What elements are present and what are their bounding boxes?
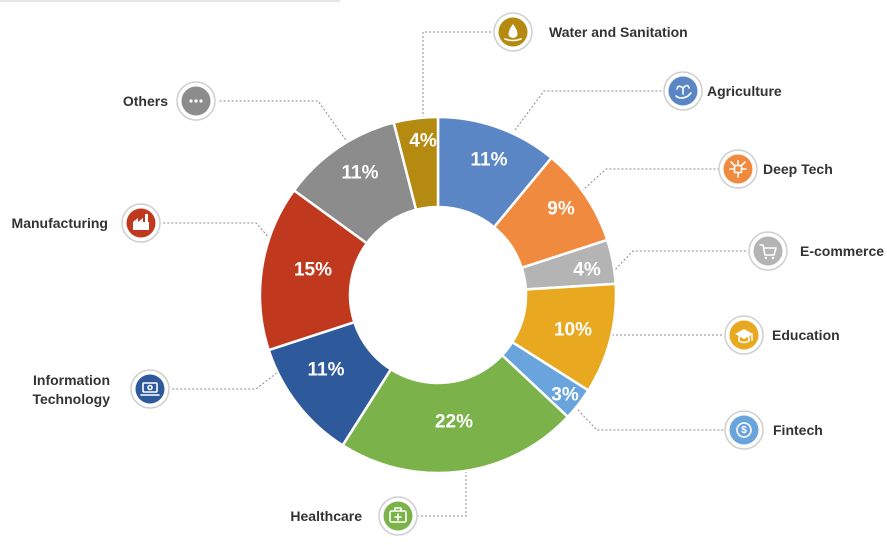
- category-label-manufacturing: Manufacturing: [12, 215, 108, 231]
- leader-line-fintech: [577, 409, 724, 431]
- percent-label-healthcare: 22%: [435, 412, 473, 433]
- percent-label-others: 11%: [342, 163, 379, 184]
- leader-line-water-and-sanitation: [422, 31, 493, 118]
- more-dots-icon: [176, 81, 216, 121]
- category-label-agriculture: Agriculture: [707, 83, 782, 99]
- leader-line-manufacturing: [161, 222, 279, 249]
- category-label-healthcare: Healthcare: [290, 508, 362, 524]
- medical-kit-icon: [378, 496, 418, 536]
- donut-hole: [350, 207, 526, 383]
- water-drop-icon: [493, 12, 533, 52]
- dollar-gear-icon: $: [724, 410, 764, 450]
- percent-label-fintech: 3%: [551, 385, 579, 406]
- slice-percent-labels: 11% 9% 4% 10% 3% 22% 11% 15% 11% 4%: [294, 131, 601, 433]
- percent-label-deep-tech: 9%: [547, 199, 575, 220]
- plant-in-hand-icon: [663, 71, 703, 111]
- percent-label-e-commerce: 4%: [573, 260, 601, 281]
- category-label-deep-tech: Deep Tech: [763, 161, 833, 177]
- factory-icon: [121, 203, 161, 243]
- graduation-cap-icon: [724, 315, 764, 355]
- category-label-education: Education: [772, 327, 840, 343]
- leader-line-deep-tech: [581, 168, 719, 192]
- percent-label-water-and-sanitation: 4%: [409, 131, 437, 152]
- leader-lines: [161, 31, 748, 517]
- percent-label-agriculture: 11%: [471, 150, 508, 171]
- percent-label-information-technology: 11%: [308, 360, 345, 381]
- leader-line-information-technology: [172, 367, 284, 390]
- category-labels: Agriculture Deep Tech E-commerce Education $…: [12, 12, 884, 536]
- top-divider-line: [0, 0, 340, 2]
- shopping-cart-icon: [748, 231, 788, 271]
- chip-network-icon: [718, 149, 758, 189]
- category-label-information-technology-line2: Technology: [32, 391, 110, 407]
- leader-line-e-commerce: [609, 250, 748, 276]
- category-label-e-commerce: E-commerce: [800, 243, 884, 259]
- percent-label-education: 10%: [554, 320, 592, 341]
- svg-text:$: $: [741, 425, 747, 436]
- category-label-information-technology-line1: Information: [33, 372, 110, 388]
- leader-line-healthcare: [418, 471, 467, 517]
- category-label-water-and-sanitation: Water and Sanitation: [549, 24, 688, 40]
- category-label-others: Others: [123, 93, 168, 109]
- laptop-gear-icon: [130, 369, 170, 409]
- category-label-fintech: Fintech: [773, 422, 823, 438]
- leader-line-agriculture: [514, 90, 664, 131]
- donut-slices: [258, 115, 618, 475]
- percent-label-manufacturing: 15%: [294, 260, 332, 281]
- leader-line-others: [218, 100, 349, 144]
